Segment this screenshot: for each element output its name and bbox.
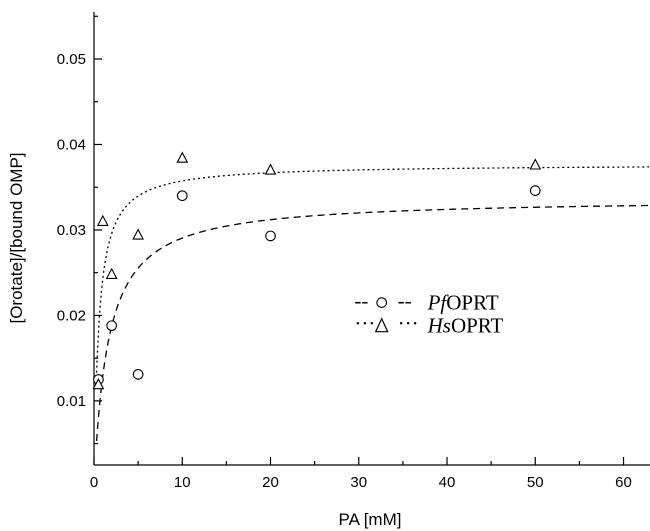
hsoprt-point [529, 158, 542, 170]
pfoprt-point [132, 369, 144, 380]
legend-label-pfoprt: PfOPRT [427, 291, 499, 315]
x-tick-label: 30 [350, 474, 367, 491]
hsoprt-point [92, 378, 105, 390]
hsoprt-point [96, 214, 109, 226]
fit-lines [95, 166, 650, 441]
pfoprt-point [176, 190, 188, 202]
legend-marker-pfoprt [376, 297, 388, 308]
y-tick-label: 0.03 [57, 222, 86, 239]
hsoprt-point [264, 163, 277, 175]
legend-marker-hsoprt [374, 317, 389, 333]
pfoprt-point [265, 230, 276, 242]
x-tick-label: 10 [174, 474, 191, 491]
x-tick-label: 40 [439, 474, 456, 491]
y-tick-label: 0.04 [57, 136, 86, 153]
y-axis-title: [Orotate]/[bound OMP] [7, 152, 26, 323]
y-tick-label: 0.02 [57, 307, 86, 324]
fit-line-pfoprt [95, 204, 650, 441]
x-tick-label: 60 [615, 474, 632, 491]
pfoprt-point [106, 320, 118, 332]
legend-line-suffix: -- [398, 289, 412, 313]
y-ticks: 0.01 0.02 0.03 0.04 0.05 [57, 15, 102, 445]
plot-area: 0.01 0.02 0.03 0.04 0.05 0 10 20 30 40 50 60 [57, 12, 650, 491]
fit-line-hsoprt [95, 166, 650, 373]
hsoprt-point [105, 267, 118, 279]
x-tick-label: 50 [527, 474, 544, 491]
pfoprt-point [529, 185, 541, 196]
y-tick-label: 0.01 [57, 393, 86, 410]
hsoprt-point [176, 151, 189, 163]
hsoprt-point [132, 228, 145, 240]
x-tick-label: 20 [262, 474, 279, 491]
x-ticks: 0 10 20 30 40 50 60 [90, 457, 632, 491]
legend: -- -- PfOPRT ··· ··· HsOPRT [354, 289, 503, 338]
legend-line-prefix: -- [354, 289, 368, 313]
x-axis-title: PA [mM] [339, 510, 402, 529]
legend-line-suffix: ··· [398, 312, 419, 336]
legend-label-hsoprt: HsOPRT [427, 314, 504, 338]
y-tick-label: 0.05 [57, 51, 86, 68]
legend-line-prefix: ··· [354, 312, 375, 336]
x-tick-label: 0 [90, 474, 98, 491]
data-markers [92, 151, 542, 390]
